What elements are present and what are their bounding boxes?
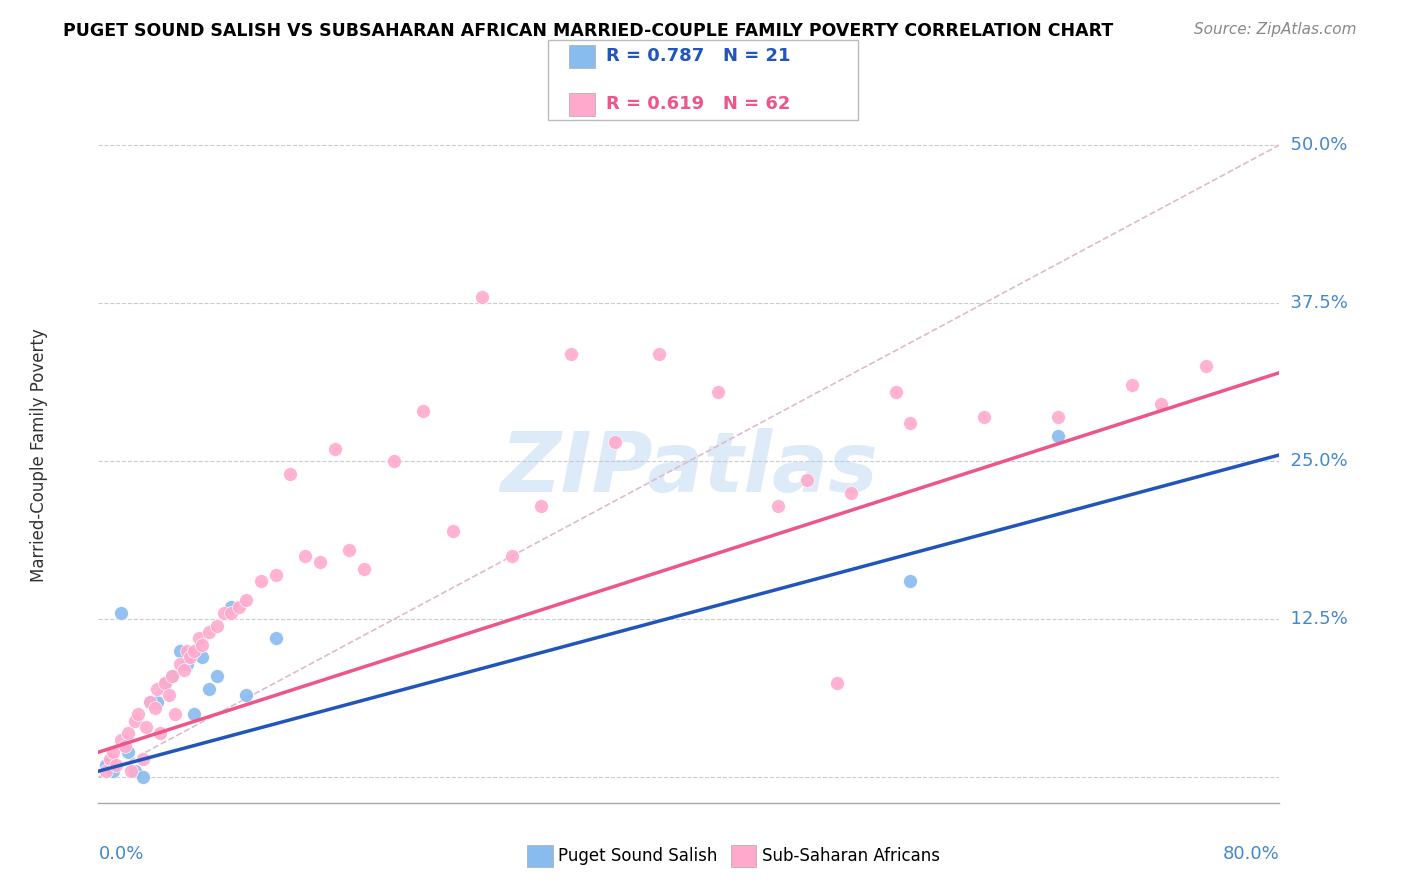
Point <box>900 574 922 589</box>
Point <box>264 632 287 646</box>
Point <box>153 675 176 690</box>
Point <box>212 606 235 620</box>
Point <box>139 695 162 709</box>
Point <box>796 473 818 487</box>
Text: PUGET SOUND SALISH VS SUBSAHARAN AFRICAN MARRIED-COUPLE FAMILY POVERTY CORRELATI: PUGET SOUND SALISH VS SUBSAHARAN AFRICAN… <box>63 22 1114 40</box>
Point <box>1046 429 1069 443</box>
Point <box>153 675 176 690</box>
Point <box>839 486 862 500</box>
Point <box>117 726 139 740</box>
Point <box>228 599 250 614</box>
Point <box>169 657 191 671</box>
Point <box>1046 409 1069 424</box>
Point <box>337 542 360 557</box>
Text: 12.5%: 12.5% <box>1279 610 1348 628</box>
Point <box>173 663 195 677</box>
Point <box>471 290 494 304</box>
Point <box>219 606 242 620</box>
Point <box>105 757 128 772</box>
Point <box>309 556 332 570</box>
Point <box>278 467 302 481</box>
Point <box>250 574 273 589</box>
Point <box>94 757 117 772</box>
Point <box>176 644 198 658</box>
Point <box>198 625 221 640</box>
Point <box>183 644 205 658</box>
Point <box>157 688 180 702</box>
Text: R = 0.787   N = 21: R = 0.787 N = 21 <box>606 47 790 65</box>
Point <box>501 549 523 563</box>
Point <box>707 384 730 399</box>
Point <box>900 417 922 431</box>
Point <box>530 499 553 513</box>
Point <box>146 681 169 696</box>
Point <box>205 618 228 632</box>
Text: Sub-Saharan Africans: Sub-Saharan Africans <box>762 847 941 865</box>
Point <box>605 435 627 450</box>
Point <box>353 562 375 576</box>
Point <box>110 732 132 747</box>
Point <box>191 650 214 665</box>
Text: 37.5%: 37.5% <box>1279 294 1348 312</box>
Text: Source: ZipAtlas.com: Source: ZipAtlas.com <box>1194 22 1357 37</box>
Point <box>187 632 209 646</box>
Point <box>149 726 172 740</box>
Text: 80.0%: 80.0% <box>1223 845 1279 863</box>
Point <box>124 714 146 728</box>
Point <box>103 764 125 779</box>
Point <box>1150 397 1173 411</box>
Point <box>183 707 205 722</box>
Text: Puget Sound Salish: Puget Sound Salish <box>558 847 717 865</box>
Point <box>94 764 117 779</box>
Point <box>205 669 228 683</box>
Point <box>139 695 162 709</box>
Point <box>169 644 191 658</box>
Point <box>323 442 346 456</box>
Point <box>441 524 464 538</box>
Point <box>132 751 155 765</box>
Text: Married-Couple Family Poverty: Married-Couple Family Poverty <box>31 328 48 582</box>
Point <box>162 669 183 683</box>
Point <box>132 771 155 785</box>
Point <box>117 745 139 759</box>
Point <box>973 409 995 424</box>
Point <box>198 681 221 696</box>
Text: 25.0%: 25.0% <box>1279 452 1348 470</box>
Point <box>219 599 242 614</box>
Point <box>110 606 132 620</box>
Point <box>135 720 157 734</box>
Point <box>264 568 287 582</box>
Text: 0.0%: 0.0% <box>98 845 143 863</box>
Point <box>1195 359 1218 374</box>
Point <box>235 688 257 702</box>
Point <box>766 499 789 513</box>
Point <box>560 347 582 361</box>
Point <box>382 454 405 468</box>
Point <box>127 707 149 722</box>
Point <box>412 403 434 417</box>
Point <box>165 707 187 722</box>
Point <box>114 739 136 753</box>
Point <box>884 384 907 399</box>
Text: ZIPatlas: ZIPatlas <box>501 428 877 509</box>
Text: R = 0.619   N = 62: R = 0.619 N = 62 <box>606 95 790 113</box>
Point <box>143 701 166 715</box>
Point <box>1121 378 1143 392</box>
Point <box>103 745 125 759</box>
Point <box>176 657 198 671</box>
Point <box>162 669 183 683</box>
Point <box>191 638 214 652</box>
Point <box>294 549 316 563</box>
Point <box>124 764 146 779</box>
Point <box>235 593 257 607</box>
Point <box>648 347 671 361</box>
Point <box>120 764 142 779</box>
Point <box>179 650 201 665</box>
Point <box>98 751 121 765</box>
Text: 50.0%: 50.0% <box>1279 136 1348 154</box>
Point <box>825 675 848 690</box>
Point <box>146 695 169 709</box>
